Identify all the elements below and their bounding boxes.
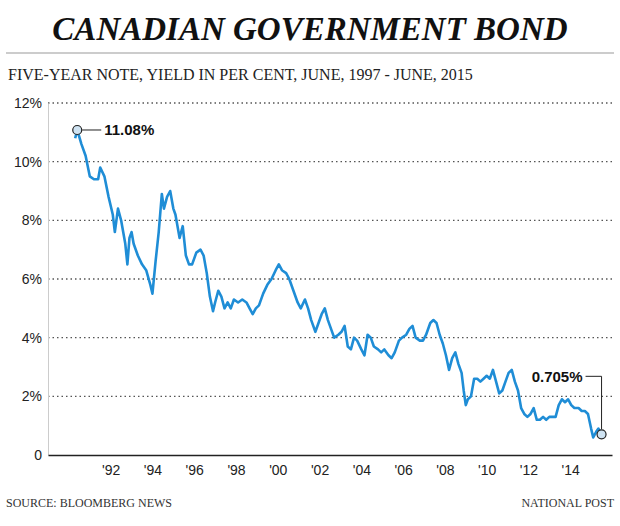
- title: CANADIAN GOVERNMENT BOND: [52, 11, 567, 47]
- x-tick-label: '98: [227, 462, 245, 478]
- x-tick-label: '02: [311, 462, 329, 478]
- y-tick-label: 12%: [14, 95, 42, 111]
- annotation-marker: [73, 125, 82, 134]
- x-tick: '02: [311, 455, 329, 478]
- y-axis-line: [48, 104, 49, 456]
- x-tick-label: '10: [478, 462, 496, 478]
- annotation-leader: [586, 376, 602, 429]
- x-tick-label: '06: [394, 462, 412, 478]
- y-tick: 8%: [22, 212, 48, 228]
- x-tick-label: '92: [102, 462, 120, 478]
- y-tick: 2%: [22, 388, 48, 404]
- y-tick: 12%: [14, 95, 48, 111]
- y-axis: 0 2% 4% 6% 8% 10% 12%: [14, 95, 49, 463]
- x-tick: '14: [562, 455, 580, 478]
- chart: CANADIAN GOVERNMENT BOND FIVE-YEAR NOTE, …: [0, 0, 620, 526]
- x-tick: '04: [353, 455, 371, 478]
- x-tick-label: '96: [186, 462, 204, 478]
- y-tick: 0: [34, 447, 48, 463]
- x-tick: '96: [186, 455, 204, 478]
- y-tick-label: 0: [34, 447, 42, 463]
- x-tick-label: '12: [520, 462, 538, 478]
- y-tick: 4%: [22, 330, 48, 346]
- x-tick-label: '00: [269, 462, 287, 478]
- x-tick: '12: [520, 455, 538, 478]
- source: SOURCE: BLOOMBERG NEWS: [6, 496, 172, 510]
- x-tick: '94: [144, 455, 162, 478]
- x-tick: '06: [394, 455, 412, 478]
- x-tick: '08: [436, 455, 454, 478]
- annotation-marker: [597, 430, 606, 439]
- y-tick-label: 4%: [22, 330, 42, 346]
- grid-line: [48, 220, 612, 221]
- x-axis-line: [49, 455, 613, 457]
- x-tick: '92: [102, 455, 120, 478]
- annotation-leader: [82, 129, 101, 130]
- x-tick-label: '14: [562, 462, 580, 478]
- grid-line: [48, 102, 612, 103]
- x-axis: '92 '94 '96 '98 '00 '02 '04 '06 '08 '10 '12 '14: [49, 455, 613, 478]
- grid-line: [48, 161, 612, 162]
- yield-line: [75, 130, 601, 437]
- annotations: 11.08% 0.705%: [73, 121, 606, 439]
- y-tick-label: 2%: [22, 388, 42, 404]
- x-tick-label: '04: [353, 462, 371, 478]
- y-tick: 10%: [14, 154, 48, 170]
- title-rule: [6, 53, 614, 54]
- y-tick: 6%: [22, 271, 48, 287]
- subtitle: FIVE-YEAR NOTE, YIELD IN PER CENT, JUNE,…: [8, 66, 473, 83]
- y-tick-label: 10%: [14, 154, 42, 170]
- x-tick: '00: [269, 455, 287, 478]
- grid-line: [48, 337, 612, 338]
- y-tick-label: 6%: [22, 271, 42, 287]
- grid-line: [48, 278, 612, 279]
- grid: [48, 103, 612, 396]
- x-tick-label: '94: [144, 462, 162, 478]
- x-tick: '98: [227, 455, 245, 478]
- grid-line: [48, 396, 612, 397]
- x-tick: '10: [478, 455, 496, 478]
- y-tick-label: 8%: [22, 212, 42, 228]
- annotation-label: 0.705%: [532, 368, 583, 385]
- annotation-label: 11.08%: [104, 121, 154, 138]
- credit: NATIONAL POST: [521, 496, 614, 510]
- plot-area: [75, 130, 601, 437]
- x-tick-label: '08: [436, 462, 454, 478]
